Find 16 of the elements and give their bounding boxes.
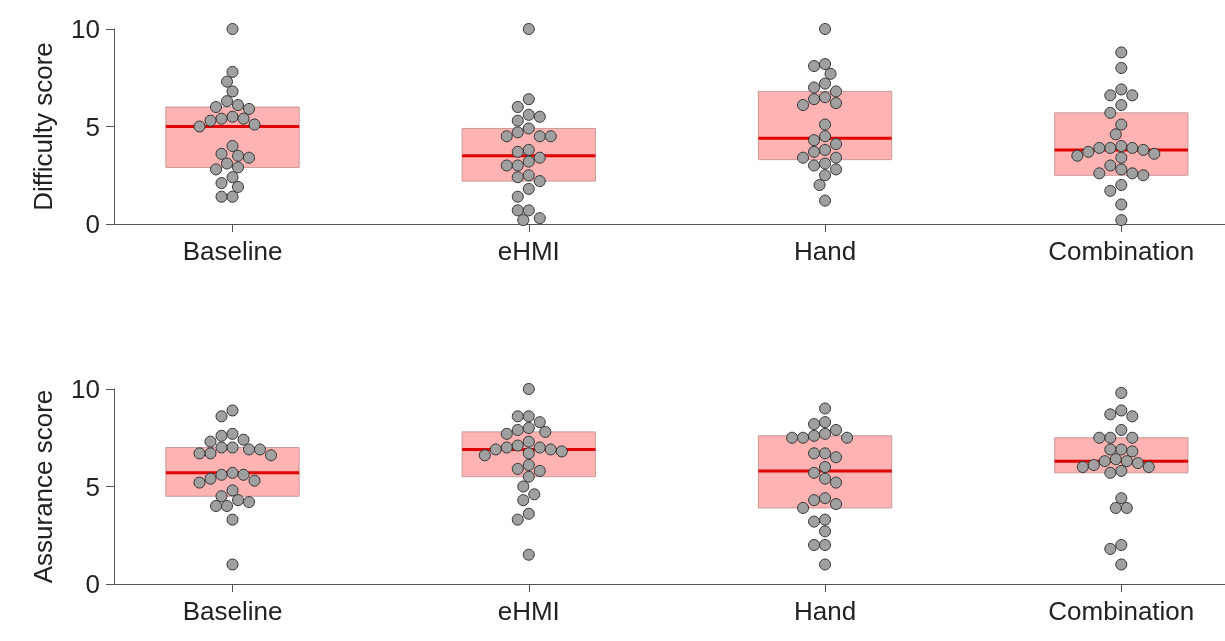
x-tick-label: eHMI <box>497 596 560 626</box>
y-tick-label: 10 <box>71 374 100 404</box>
x-tick-label: eHMI <box>497 236 560 266</box>
x-tick-label: Hand <box>793 236 857 266</box>
y-axis-title: Difficulty score <box>28 42 58 211</box>
y-tick-label: 0 <box>85 209 100 239</box>
y-tick-label: 5 <box>85 471 100 502</box>
x-tick-label: Baseline <box>182 596 283 626</box>
y-axis-title: Assurance score <box>28 389 58 584</box>
x-tick-label: Baseline <box>182 236 283 266</box>
x-tick-label: Combination <box>1048 236 1195 266</box>
y-tick-label: 0 <box>85 569 100 599</box>
x-tick-label: Hand <box>793 596 857 626</box>
x-tick-label: Combination <box>1048 596 1195 626</box>
y-tick-label: 5 <box>85 111 100 142</box>
y-tick-label: 10 <box>71 14 100 44</box>
